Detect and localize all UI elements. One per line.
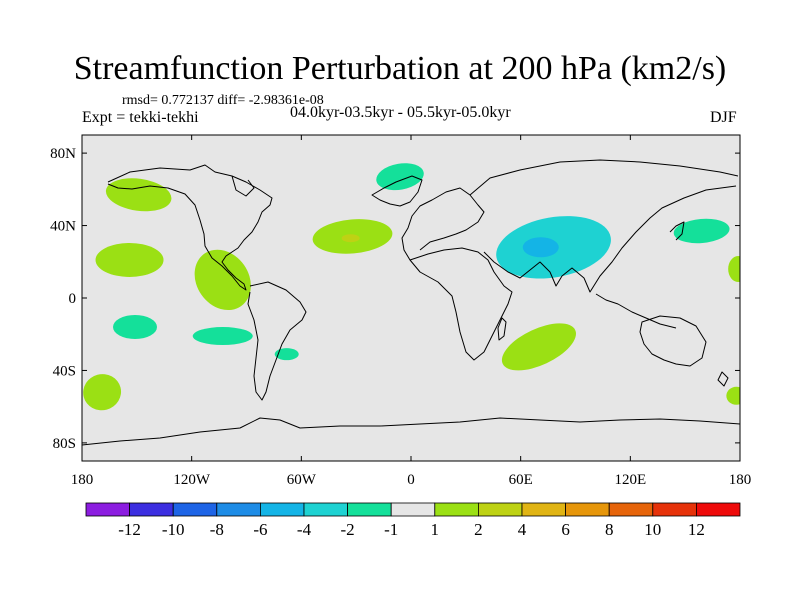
coast-africa [409, 247, 513, 361]
x-tick-label: 180 [729, 472, 752, 488]
x-tick-label: 60W [287, 472, 317, 488]
y-tick-label: 80S [53, 436, 76, 452]
colorbar-label: 8 [605, 520, 614, 539]
axes: 180 120W 60W 0 60E 120E 180 80N 40N 0 40S 80S [50, 135, 751, 488]
chart-title: Streamfunction Perturbation at 200 hPa (… [73, 50, 727, 87]
colorbar-swatch [608, 502, 654, 517]
anomaly-region [83, 374, 122, 411]
coast-greenland [371, 175, 423, 207]
colorbar-swatch [85, 502, 130, 517]
coast-hudson-bay [231, 175, 255, 197]
x-tick-label: 120E [614, 472, 646, 488]
map-background [82, 135, 740, 461]
coast-new-zealand [717, 371, 729, 387]
colorbar-label: 1 [431, 520, 440, 539]
colorbar-label: -1 [384, 520, 398, 539]
colorbar-swatch [652, 502, 697, 517]
y-tick-label: 40S [53, 363, 76, 379]
colorbar-swatch [303, 502, 348, 517]
x-tick-label: 60E [509, 472, 533, 488]
anomaly-region [113, 314, 158, 339]
x-tick-label: 180 [71, 472, 94, 488]
colorbar-swatch [390, 502, 436, 517]
coast-australia [639, 315, 707, 367]
colorbar-label: -10 [162, 520, 185, 539]
anomaly-region [95, 242, 164, 277]
colorbar-label: -8 [210, 520, 224, 539]
anomaly-region [673, 218, 730, 244]
colorbar-swatch [434, 502, 479, 517]
anomaly-region [194, 249, 251, 311]
colorbar-swatch [259, 502, 305, 517]
colorbar-swatch [565, 502, 610, 517]
coast-europe [401, 187, 485, 261]
colorbar-label: 2 [474, 520, 483, 539]
colorbar-swatch [216, 502, 261, 517]
anomaly-region [726, 386, 740, 405]
coast-madagascar [497, 317, 507, 341]
coast-south-america [247, 281, 307, 401]
y-tick-label: 80N [50, 146, 76, 162]
colorbar-swatch [172, 502, 218, 517]
stats-line: rmsd= 0.772137 diff= -2.98361e-08 [122, 93, 324, 108]
colorbar-label: 4 [518, 520, 527, 539]
colorbar-swatch [696, 502, 741, 517]
colorbar: -12 -10 -8 -6 -4 -2 -1 1 2 4 6 8 10 12 [85, 502, 741, 539]
coast-southeast-asia [595, 293, 677, 329]
anomaly-region [341, 234, 360, 243]
colorbar-label: 6 [561, 520, 570, 539]
anomaly-region [728, 256, 740, 283]
colorbar-swatch [347, 502, 392, 517]
colorbar-label: -12 [118, 520, 141, 539]
y-tick-label: 40N [50, 219, 76, 235]
period-label: 04.0kyr-03.5kyr - 05.5kyr-05.0kyr [290, 104, 511, 121]
x-tick-label: 120W [173, 472, 211, 488]
coastlines [82, 159, 740, 446]
coast-arabia-asia [483, 185, 737, 293]
coast-japan [669, 221, 685, 241]
anomaly-region [376, 163, 424, 191]
coast-siberia [469, 159, 739, 196]
colorbar-swatch [521, 502, 566, 517]
colorbar-swatch [129, 502, 174, 517]
anomaly-region [501, 323, 576, 371]
experiment-label: Expt = tekki-tekhi [82, 109, 199, 126]
season-label: DJF [710, 109, 737, 126]
colorbar-label: 10 [644, 520, 661, 539]
colorbar-label: -4 [297, 520, 312, 539]
colorbar-label: 12 [688, 520, 705, 539]
colorbar-swatch [477, 502, 523, 517]
colorbar-label: -6 [253, 520, 267, 539]
colorbar-label: -2 [341, 520, 355, 539]
y-tick-label: 0 [69, 291, 77, 307]
anomaly-region [274, 348, 299, 361]
x-tick-label: 0 [407, 472, 415, 488]
coast-antarctica [82, 417, 740, 446]
anomaly-region [192, 327, 253, 346]
anomaly-region [522, 237, 559, 258]
